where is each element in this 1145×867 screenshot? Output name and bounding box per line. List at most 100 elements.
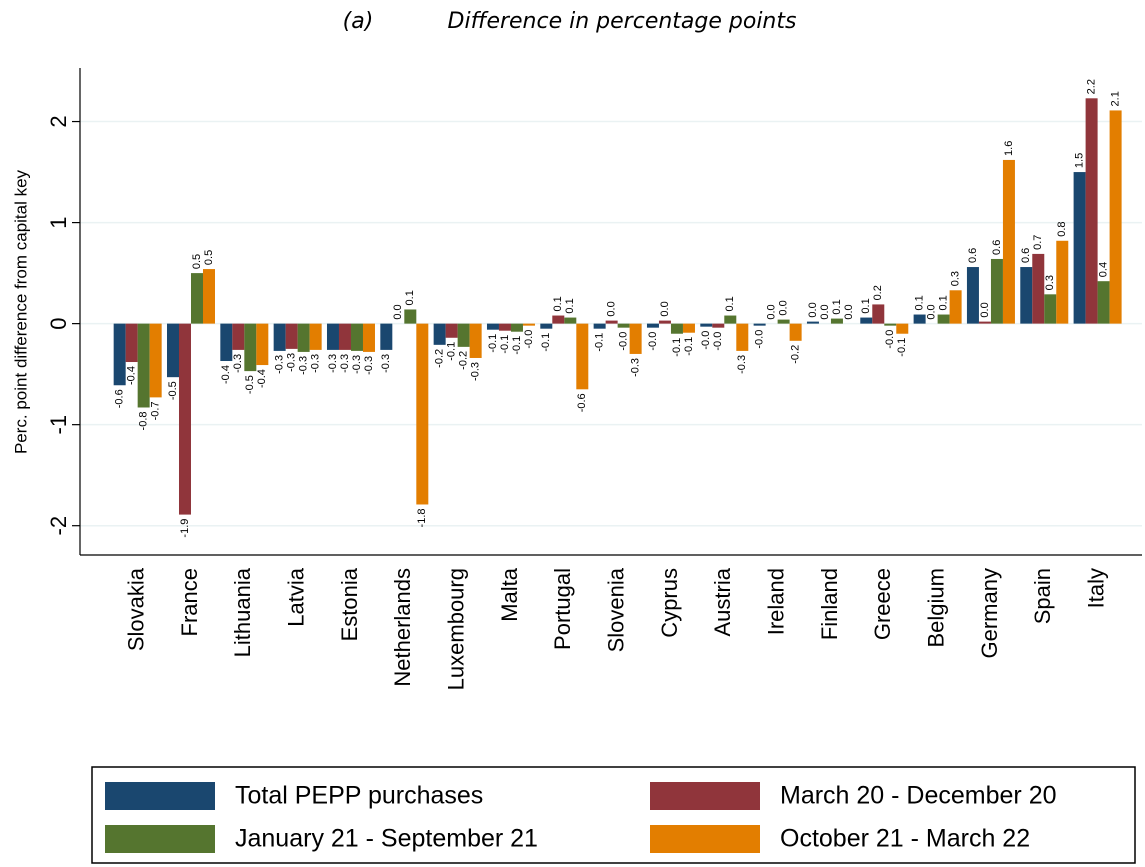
value-label: -0.5	[167, 381, 179, 400]
value-label: -0.3	[351, 355, 363, 374]
value-label: 0.5	[203, 250, 215, 265]
bar	[576, 323, 589, 390]
bar	[629, 323, 642, 354]
bar	[1020, 267, 1033, 324]
value-label: -0.1	[671, 338, 683, 357]
x-tick-label: Estonia	[337, 567, 362, 641]
bar	[326, 323, 339, 350]
x-tick-label: Netherlands	[390, 568, 415, 687]
bar	[913, 314, 926, 324]
x-tick-label: Slovenia	[603, 567, 628, 652]
value-label: -0.4	[256, 369, 268, 388]
bar	[498, 323, 511, 331]
bar	[350, 323, 363, 351]
value-label: -0.5	[244, 375, 256, 394]
y-tick-label: -2	[46, 516, 71, 536]
x-tick-label: Ireland	[763, 568, 788, 635]
bar	[978, 321, 991, 324]
x-tick-label: Greece	[870, 568, 895, 640]
bar	[178, 323, 191, 515]
value-label: -0.4	[220, 365, 232, 384]
bar	[593, 323, 606, 329]
legend-label: October 21 - March 22	[780, 825, 1030, 853]
value-label: 0.0	[766, 304, 778, 319]
bar	[564, 317, 577, 324]
value-label: 0.0	[659, 301, 671, 316]
bar	[1109, 110, 1122, 324]
bar	[297, 323, 310, 352]
value-label: -0.3	[274, 355, 286, 374]
value-label: -0.1	[511, 336, 523, 355]
value-label: -0.3	[630, 358, 642, 377]
bar	[724, 315, 737, 324]
bar	[872, 304, 885, 324]
value-label: -0.6	[114, 389, 126, 408]
value-label: -0.1	[594, 333, 606, 352]
bar	[149, 323, 162, 398]
value-label: -0.3	[470, 362, 482, 381]
value-label: -0.0	[523, 330, 535, 349]
bar	[338, 323, 351, 350]
value-label: -0.3	[339, 354, 351, 373]
x-tick-label: Germany	[977, 568, 1002, 658]
bar	[433, 323, 446, 345]
bar	[540, 323, 553, 329]
value-label: 0.0	[778, 300, 790, 315]
value-label: 0.0	[807, 302, 819, 317]
x-tick-label: Spain	[1030, 568, 1055, 624]
bar	[309, 323, 322, 350]
bar	[990, 258, 1003, 324]
bar	[445, 323, 458, 338]
bar	[273, 323, 286, 351]
value-label: -0.8	[138, 411, 150, 430]
legend-swatch	[105, 782, 215, 810]
bar	[806, 321, 819, 324]
bar	[125, 323, 138, 363]
value-label: -0.3	[736, 355, 748, 374]
bar	[1002, 159, 1015, 324]
x-tick-label: Luxembourg	[443, 568, 468, 690]
x-tick-label: Italy	[1083, 568, 1108, 608]
bar	[884, 323, 897, 326]
value-label: 0.0	[606, 301, 618, 316]
x-tick-label: Austria	[710, 567, 735, 636]
bar	[670, 323, 683, 334]
x-tick-label: Finland	[817, 568, 842, 640]
value-label: 2.2	[1086, 79, 1098, 94]
value-label: -0.3	[363, 356, 375, 375]
bar	[457, 323, 470, 347]
value-label: 1.5	[1074, 153, 1086, 168]
value-label: -1.9	[179, 519, 191, 538]
value-label: 0.7	[1032, 235, 1044, 250]
legend-swatch	[650, 825, 760, 853]
bar	[966, 267, 979, 324]
value-label: -0.0	[700, 331, 712, 350]
value-label: -0.1	[446, 342, 458, 361]
value-label: 0.1	[860, 298, 872, 313]
value-label: 0.1	[564, 298, 576, 313]
legend-swatch	[650, 782, 760, 810]
value-label: 0.1	[831, 299, 843, 314]
chart-title: Difference in percentage points	[448, 9, 797, 34]
value-label: 0.1	[938, 295, 950, 310]
value-label: -0.3	[286, 353, 298, 372]
value-label: 0.0	[843, 304, 855, 319]
value-label: 0.1	[724, 296, 736, 311]
bar	[190, 273, 203, 324]
value-label: -0.3	[380, 354, 392, 373]
value-label: -0.7	[150, 401, 162, 420]
bar	[166, 323, 179, 378]
value-label: 0.3	[950, 271, 962, 286]
x-tick-label: Latvia	[283, 567, 308, 626]
value-label: -0.0	[884, 330, 896, 349]
value-label: -0.2	[458, 351, 470, 370]
x-tick-label: Lithuania	[230, 567, 255, 657]
bar	[244, 323, 257, 372]
bar	[113, 323, 126, 386]
value-label: 0.1	[404, 290, 416, 305]
value-label: -1.8	[416, 508, 428, 527]
legend-swatch	[105, 825, 215, 853]
value-label: -0.1	[540, 333, 552, 352]
value-label: 0.0	[819, 304, 831, 319]
